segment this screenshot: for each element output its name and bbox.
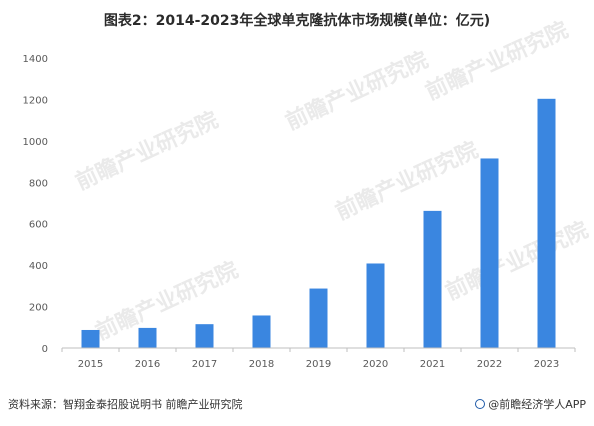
watermark-2: 前瞻产业研究院 [332,137,483,226]
x-tick-label-2017: 2017 [192,359,217,370]
brand-tag: @前瞻经济学人APP [475,396,586,412]
bar-2019 [309,288,328,348]
bars [81,98,556,348]
x-tick-label-2018: 2018 [249,359,274,370]
watermark-5: 前瞻产业研究院 [442,217,593,306]
x-tick-label-2019: 2019 [306,359,331,370]
bar-2018 [252,315,271,348]
y-tick-label-3: 600 [29,220,48,231]
bar-2017 [195,324,214,348]
chart-title: 图表2：2014-2023年全球单克隆抗体市场规模(单位：亿元) [103,13,491,29]
bar-2015 [81,329,100,348]
bar-2020 [366,263,385,348]
y-tick-label-0: 0 [42,344,48,355]
y-axis: 0 200 400 600 800 1000 1200 1400 [23,54,48,355]
x-tick-label-2022: 2022 [477,359,502,370]
watermark-0: 前瞻产业研究院 [72,107,223,196]
y-tick-label-5: 1000 [23,137,48,148]
y-tick-label-7: 1400 [23,54,48,65]
x-axis: 2015 2016 2017 2018 2019 2020 2021 2022 2023 [61,347,576,370]
watermark-3: 前瞻产业研究院 [422,17,573,106]
bar-2016 [138,327,157,348]
brand-logo-icon [475,399,486,409]
y-tick-label-1: 200 [29,303,48,314]
x-tick-label-2021: 2021 [420,359,445,370]
x-tick-label-2020: 2020 [363,359,388,370]
y-tick-label-4: 800 [29,178,48,189]
x-tick-label-2015: 2015 [78,359,103,370]
bar-2023 [537,98,556,348]
source-note: 资料来源：智翔金泰招股说明书 前瞻产业研究院 [8,398,243,411]
footer: 资料来源：智翔金泰招股说明书 前瞻产业研究院 @前瞻经济学人APP [8,396,586,416]
x-tick-label-2023: 2023 [534,359,559,370]
watermark-4: 前瞻产业研究院 [92,257,243,346]
y-tick-label-2: 400 [29,261,48,272]
y-tick-label-6: 1200 [23,95,48,106]
bar-2022 [480,158,499,348]
x-tick-label-2016: 2016 [135,359,160,370]
brand-label: @前瞻经济学人APP [488,398,586,411]
bar-2021 [423,210,442,348]
watermark-1: 前瞻产业研究院 [282,47,433,136]
